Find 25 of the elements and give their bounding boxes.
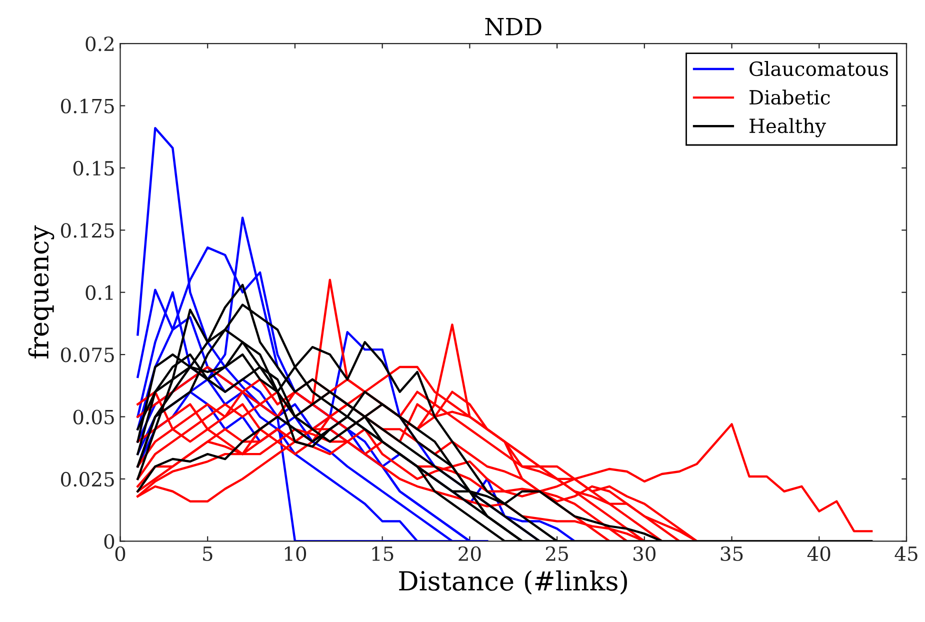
y-tick-label: 0.15 — [73, 160, 114, 176]
x-tick-label: 30 — [634, 546, 656, 562]
x-tick-label: 45 — [894, 546, 918, 562]
y-tick-label: 0.075 — [61, 347, 114, 362]
x-tick-label: 25 — [546, 546, 568, 562]
y-tick-label: 0.125 — [61, 223, 114, 238]
x-tick-label: 0 — [115, 546, 126, 562]
legend-label: Healthy — [750, 118, 826, 138]
x-tick-label: 40 — [807, 546, 830, 562]
x-tick-label: 35 — [720, 546, 743, 562]
y-tick-label: 0.05 — [73, 410, 114, 424]
legend-label: Diabetic — [750, 90, 830, 105]
x-tick-label: 10 — [284, 546, 306, 562]
y-axis-title: frequency — [28, 225, 54, 358]
x-tick-label: 15 — [372, 546, 394, 562]
y-tick-label: 0 — [104, 534, 114, 549]
x-tick-label: 20 — [458, 546, 481, 562]
y-tick-label: 0.175 — [61, 98, 114, 114]
legend-label: Glaucomatous — [750, 61, 888, 76]
chart-title: NDD — [485, 18, 542, 36]
y-tick-label: 0.2 — [86, 36, 114, 52]
y-tick-label: 0.1 — [86, 285, 113, 300]
x-tick-label: 5 — [203, 546, 212, 562]
y-tick-label: 0.025 — [61, 472, 114, 487]
x-axis-title: Distance (#links) — [399, 570, 627, 595]
